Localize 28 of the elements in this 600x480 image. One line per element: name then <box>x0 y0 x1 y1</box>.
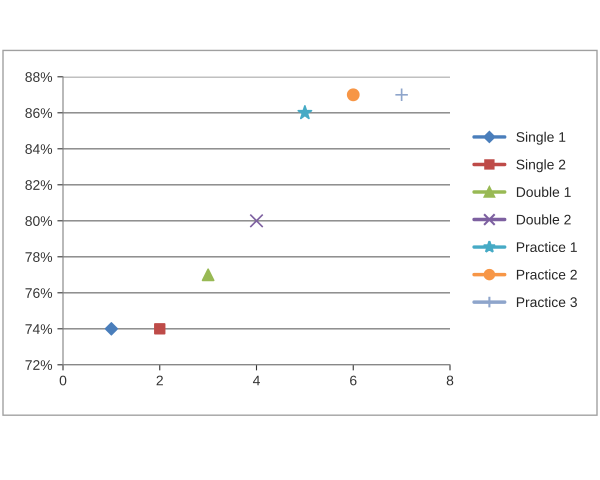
y-tick-label: 86% <box>25 108 52 118</box>
legend-label: Double 1 <box>516 186 571 197</box>
y-tick-label: 74% <box>26 324 52 334</box>
point <box>202 268 215 282</box>
point <box>297 105 312 120</box>
point <box>104 322 118 336</box>
legend-label: Single 2 <box>516 159 566 172</box>
point <box>394 88 409 102</box>
y-tick-label: 82% <box>25 180 52 190</box>
legend-label: Single 1 <box>516 132 566 145</box>
y-tick-label: 80% <box>25 216 52 226</box>
x-tick-label: 8 <box>446 376 454 386</box>
legend-label: Double 2 <box>516 214 571 225</box>
point <box>346 88 360 102</box>
y-tick-label: 84% <box>25 144 52 154</box>
x-tick-label: 6 <box>350 376 356 386</box>
x-tick-label: 4 <box>252 376 260 386</box>
x-tick-label: 0 <box>60 376 66 386</box>
y-tick-label: 76% <box>26 288 52 298</box>
y-tick-label: 78% <box>26 252 52 262</box>
point <box>249 214 264 228</box>
y-tick-label: 88% <box>25 72 52 82</box>
x-tick-label: 2 <box>156 376 163 386</box>
legend-label: Practice 1 <box>516 242 577 252</box>
legend-label: Practice 3 <box>516 296 577 308</box>
point <box>154 323 166 334</box>
y-tick-label: 72% <box>26 360 52 370</box>
legend-label: Practice 2 <box>516 269 577 280</box>
